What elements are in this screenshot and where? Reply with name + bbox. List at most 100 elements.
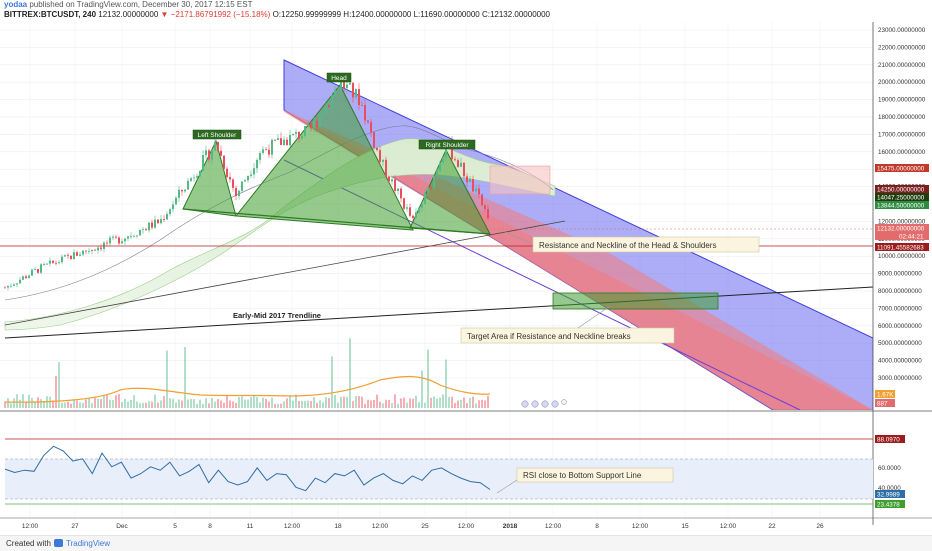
ichimoku-cloud: [4, 138, 556, 331]
candle-body: [283, 139, 285, 146]
volume-bar: [202, 403, 204, 408]
price-tag-14250: 14250.00000000: [877, 187, 925, 194]
volume-bar: [445, 359, 447, 408]
time-axis[interactable]: 12:00 27 Dec 5 8 11 12:00 18 12:00 25 12:00 2018 12:…: [22, 523, 824, 530]
candle-body: [370, 122, 372, 133]
time-tick-label: 5: [173, 523, 177, 530]
rsi-line: [4, 445, 491, 492]
time-tick-label: 12:00: [284, 523, 301, 530]
volume-bar: [304, 400, 306, 408]
volume-bar: [91, 403, 93, 408]
volume-bar: [109, 399, 111, 408]
volume-bar: [448, 396, 450, 408]
volume-bar: [415, 395, 417, 408]
candle-body: [82, 250, 84, 255]
candle-body: [475, 188, 477, 192]
volume-bar: [19, 399, 21, 408]
volume-bar: [226, 395, 228, 408]
candle-body: [46, 263, 48, 265]
time-tick-label: 8: [208, 523, 212, 530]
candle-body: [478, 188, 480, 195]
volume-bar: [460, 399, 462, 408]
volume-bar: [289, 395, 291, 408]
candle-body: [418, 207, 420, 213]
candle-body: [334, 90, 336, 96]
neckline[interactable]: [182, 208, 491, 235]
rsi-band: [5, 459, 873, 499]
volume-bar: [256, 397, 258, 408]
volume-bar: [313, 397, 315, 408]
volume-bar: [421, 370, 423, 408]
candle-body: [142, 229, 144, 231]
volume-bar: [166, 350, 168, 408]
volume-bar: [163, 396, 165, 408]
volume-bar: [88, 397, 90, 408]
candle-body: [40, 264, 42, 273]
head-shape[interactable]: [235, 84, 414, 231]
trendline-label: Early-Mid 2017 Trendline: [233, 311, 321, 320]
time-tick-label: 26: [816, 523, 824, 530]
candle-body: [280, 138, 282, 146]
rsi-panel[interactable]: RSI close to Bottom Support Line 60.0000…: [4, 435, 905, 509]
candle-body: [187, 180, 189, 190]
candle-body: [382, 159, 384, 162]
early-mid-2017-trendline[interactable]: [4, 286, 873, 339]
price-tick-label: 5000.00000000: [878, 340, 922, 347]
candle-body: [346, 84, 348, 89]
time-tick-label: 12:00: [632, 523, 649, 530]
volume-bar: [190, 398, 192, 408]
candle-body: [37, 269, 39, 273]
candle-body: [19, 279, 21, 284]
volume-bar: [67, 401, 69, 408]
target-area-box[interactable]: [552, 292, 719, 310]
candle-body: [409, 207, 411, 216]
chart-canvas[interactable]: Head Left Shoulder Right Shoulder Resist…: [0, 22, 932, 532]
right-shoulder-label-box: Right Shoulder: [418, 139, 476, 150]
resistance-trendline[interactable]: [4, 220, 566, 326]
candle-body: [7, 285, 9, 288]
candle-body: [325, 105, 327, 114]
candle-body: [439, 162, 441, 171]
candle-body: [163, 219, 165, 220]
candle-body: [466, 176, 468, 183]
target-callout-text: Target Area if Resistance and Neckline b…: [467, 332, 631, 341]
volume-bar: [145, 402, 147, 408]
grid-lines: [0, 22, 873, 518]
volume-bar: [283, 401, 285, 408]
candle-body: [136, 235, 138, 237]
time-tick-label: 12:00: [22, 523, 39, 530]
candle-body: [223, 155, 225, 169]
candle-body: [319, 115, 321, 127]
event-markers[interactable]: [521, 399, 567, 408]
candle-body: [262, 149, 264, 153]
volume-tag-ema: 1.67K: [877, 392, 894, 399]
volume-bar: [319, 400, 321, 408]
candle-body: [169, 209, 171, 215]
volume-bar: [58, 362, 60, 408]
volume-bar: [76, 400, 78, 408]
volume-bar: [391, 403, 393, 408]
volume-bar: [457, 400, 459, 408]
volume-bar: [193, 399, 195, 408]
volume-bar: [244, 399, 246, 408]
volume-bar: [397, 403, 399, 408]
candle-body: [385, 159, 387, 177]
price-tick-label: 17000.00000000: [878, 131, 926, 138]
time-tick-label: 25: [421, 523, 429, 530]
volume-bar: [220, 400, 222, 408]
tradingview-link[interactable]: TradingView: [66, 539, 111, 548]
candle-body: [124, 238, 126, 242]
volume-bar: [388, 399, 390, 408]
volume-bar: [73, 399, 75, 408]
volume-bar: [478, 400, 480, 408]
price-change: ▼ −2171.86791992 (−15.18%): [160, 10, 271, 19]
price-candles[interactable]: [4, 75, 489, 291]
candle-body: [157, 219, 159, 224]
publisher-name[interactable]: yodaa: [4, 0, 28, 9]
candle-body: [154, 219, 156, 228]
price-tick-label: 4000.00000000: [878, 358, 922, 365]
candle-body: [10, 285, 12, 287]
volume-bar: [322, 402, 324, 408]
candle-body: [400, 188, 402, 199]
candle-body: [184, 189, 186, 192]
